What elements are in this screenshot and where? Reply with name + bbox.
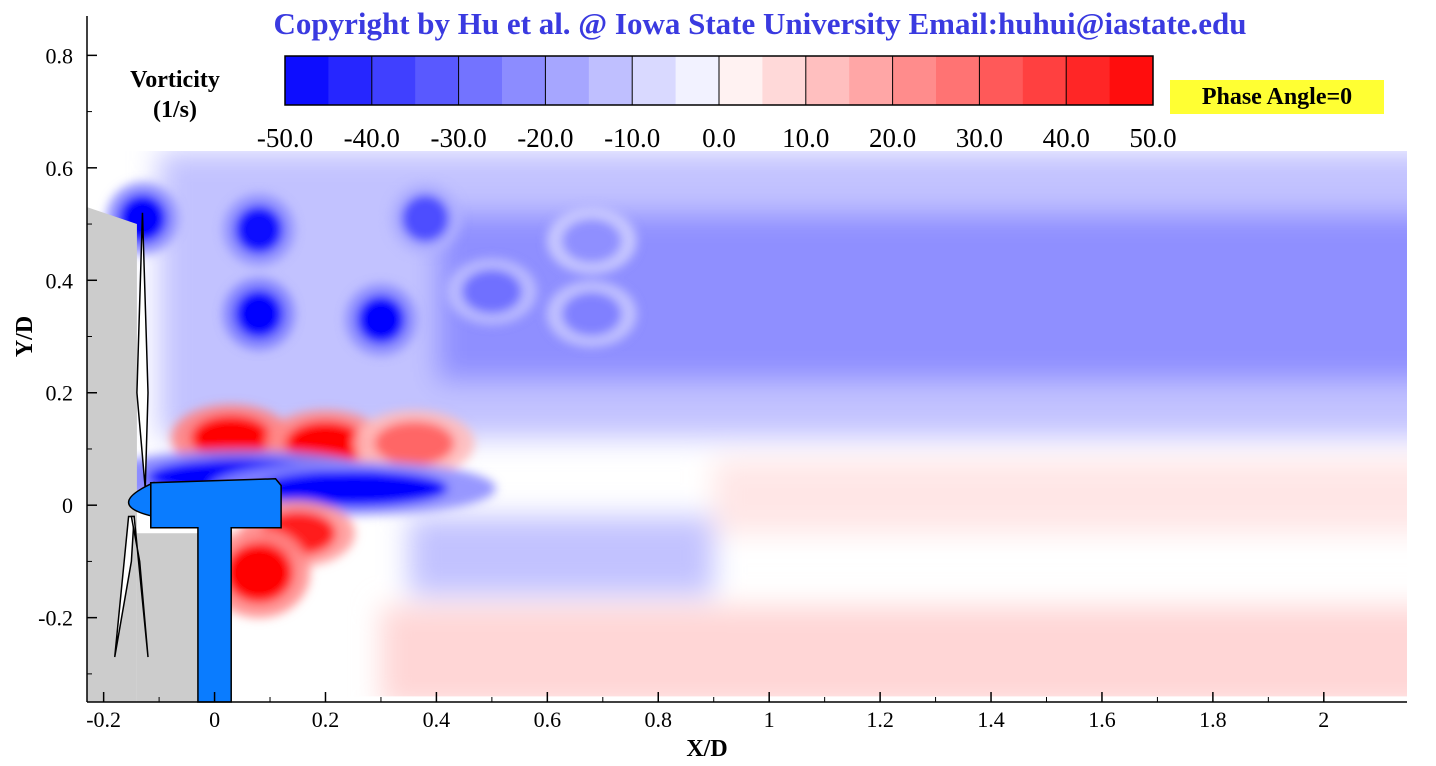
colorbar-tick-label: 50.0	[1129, 123, 1176, 153]
x-tick-label: 1.8	[1199, 707, 1227, 732]
colorbar-segment	[1109, 56, 1154, 105]
y-tick-label: 0.2	[46, 381, 74, 406]
colorbar-segment	[415, 56, 460, 105]
blade-upper	[136, 212, 149, 489]
vortex-tip-vortex-1	[234, 205, 283, 254]
y-tick-label: 0	[62, 493, 73, 518]
vortex-tip-vortex-2	[234, 290, 283, 339]
y-tick-label: -0.2	[38, 606, 73, 631]
colorbar-tick-label: 30.0	[956, 123, 1003, 153]
phase-angle-badge: Phase Angle=0	[1170, 80, 1384, 114]
x-tick-label: 0.8	[645, 707, 673, 732]
colorbar-segment	[545, 56, 590, 105]
copyright-text: Copyright by Hu et al. @ Iowa State Univ…	[273, 6, 1247, 41]
colorbar-segment	[285, 56, 329, 105]
vortex-tower-wake-14	[224, 542, 293, 603]
colorbar-segment	[849, 56, 894, 105]
band-mid-pos	[713, 460, 1407, 534]
colorbar-tick-label: 0.0	[702, 123, 736, 153]
x-tick-label: 0.4	[423, 707, 451, 732]
colorbar-segment	[1022, 56, 1067, 105]
colorbar-tick-label: 40.0	[1043, 123, 1090, 153]
vortex-nacelle-shear-layer-12	[258, 470, 449, 507]
colorbar-segment	[632, 56, 677, 105]
colorbar-segment	[936, 56, 980, 105]
colorbar-tick-label: -50.0	[257, 123, 313, 153]
colorbar-tick-label: -20.0	[517, 123, 573, 153]
vortex-root-shear-layer-8	[191, 415, 272, 460]
colorbar-segment	[1066, 56, 1111, 105]
x-axis-label: X/D	[686, 736, 727, 762]
colorbar-segment	[979, 56, 1024, 105]
axes: -0.2 0 0.2 0.4 0.6 0.8 1 1.2 1.4 1.6 1.8 2 -0.2 0 0.2 0…	[12, 16, 1407, 762]
x-tick-label: 0.6	[534, 707, 562, 732]
colorbar-segment	[892, 56, 937, 105]
vorticity-field	[92, 150, 1407, 697]
colorbar-tick-label: 10.0	[782, 123, 829, 153]
x-tick-label: 2	[1318, 707, 1329, 732]
colorbar-segment	[328, 56, 373, 105]
colorbar-title-line1: Vorticity	[130, 67, 220, 93]
vortex-vortex-7	[561, 218, 622, 263]
turbine-model	[87, 207, 282, 703]
colorbar-segment	[675, 56, 720, 105]
colorbar-tick-label: 20.0	[869, 123, 916, 153]
vortex-tip-vortex-4	[401, 194, 450, 243]
colorbar-tick-label: -40.0	[344, 123, 400, 153]
x-tick-label: 1.2	[866, 707, 894, 732]
x-tick-label: 0.2	[312, 707, 340, 732]
colorbar-segment	[719, 56, 763, 105]
shadow-region-lower	[136, 533, 198, 702]
x-tick-label: 1.6	[1088, 707, 1116, 732]
y-tick-label: 0.4	[46, 268, 74, 293]
x-tick-label: -0.2	[86, 707, 121, 732]
nacelle-tower	[150, 478, 282, 703]
vortex-vortex-6	[561, 292, 622, 337]
y-tick-label: 0.8	[46, 43, 74, 68]
colorbar-segment	[371, 56, 416, 105]
blade-lower-right	[130, 515, 149, 658]
colorbar-segment	[805, 56, 850, 105]
y-axis-label: Y/D	[12, 316, 38, 357]
colorbar-title: Vorticity (1/s)	[100, 65, 250, 125]
colorbar-segment	[588, 56, 633, 105]
colorbar: -50.0 -40.0 -30.0 -20.0 -10.0 0.0 10.0 20.0 30.0…	[257, 55, 1177, 153]
band-mid-neg	[408, 516, 714, 596]
vortex-vortex-5	[461, 269, 522, 314]
colorbar-title-line2: (1/s)	[153, 97, 197, 123]
x-tick-label: 0	[209, 707, 220, 732]
vortex-tip-vortex-3	[356, 295, 405, 344]
x-tick-label: 1	[764, 707, 775, 732]
colorbar-segment	[762, 56, 807, 105]
y-tick-label: 0.6	[46, 156, 74, 181]
colorbar-segment	[502, 56, 546, 105]
colorbar-tick-label: -30.0	[430, 123, 486, 153]
vortex-root-shear-layer-10	[374, 421, 455, 466]
band-lower-pos	[380, 606, 1407, 697]
x-tick-label: 1.4	[977, 707, 1005, 732]
shadow-region	[87, 207, 137, 702]
colorbar-tick-label: -10.0	[604, 123, 660, 153]
colorbar-segment	[458, 56, 503, 105]
